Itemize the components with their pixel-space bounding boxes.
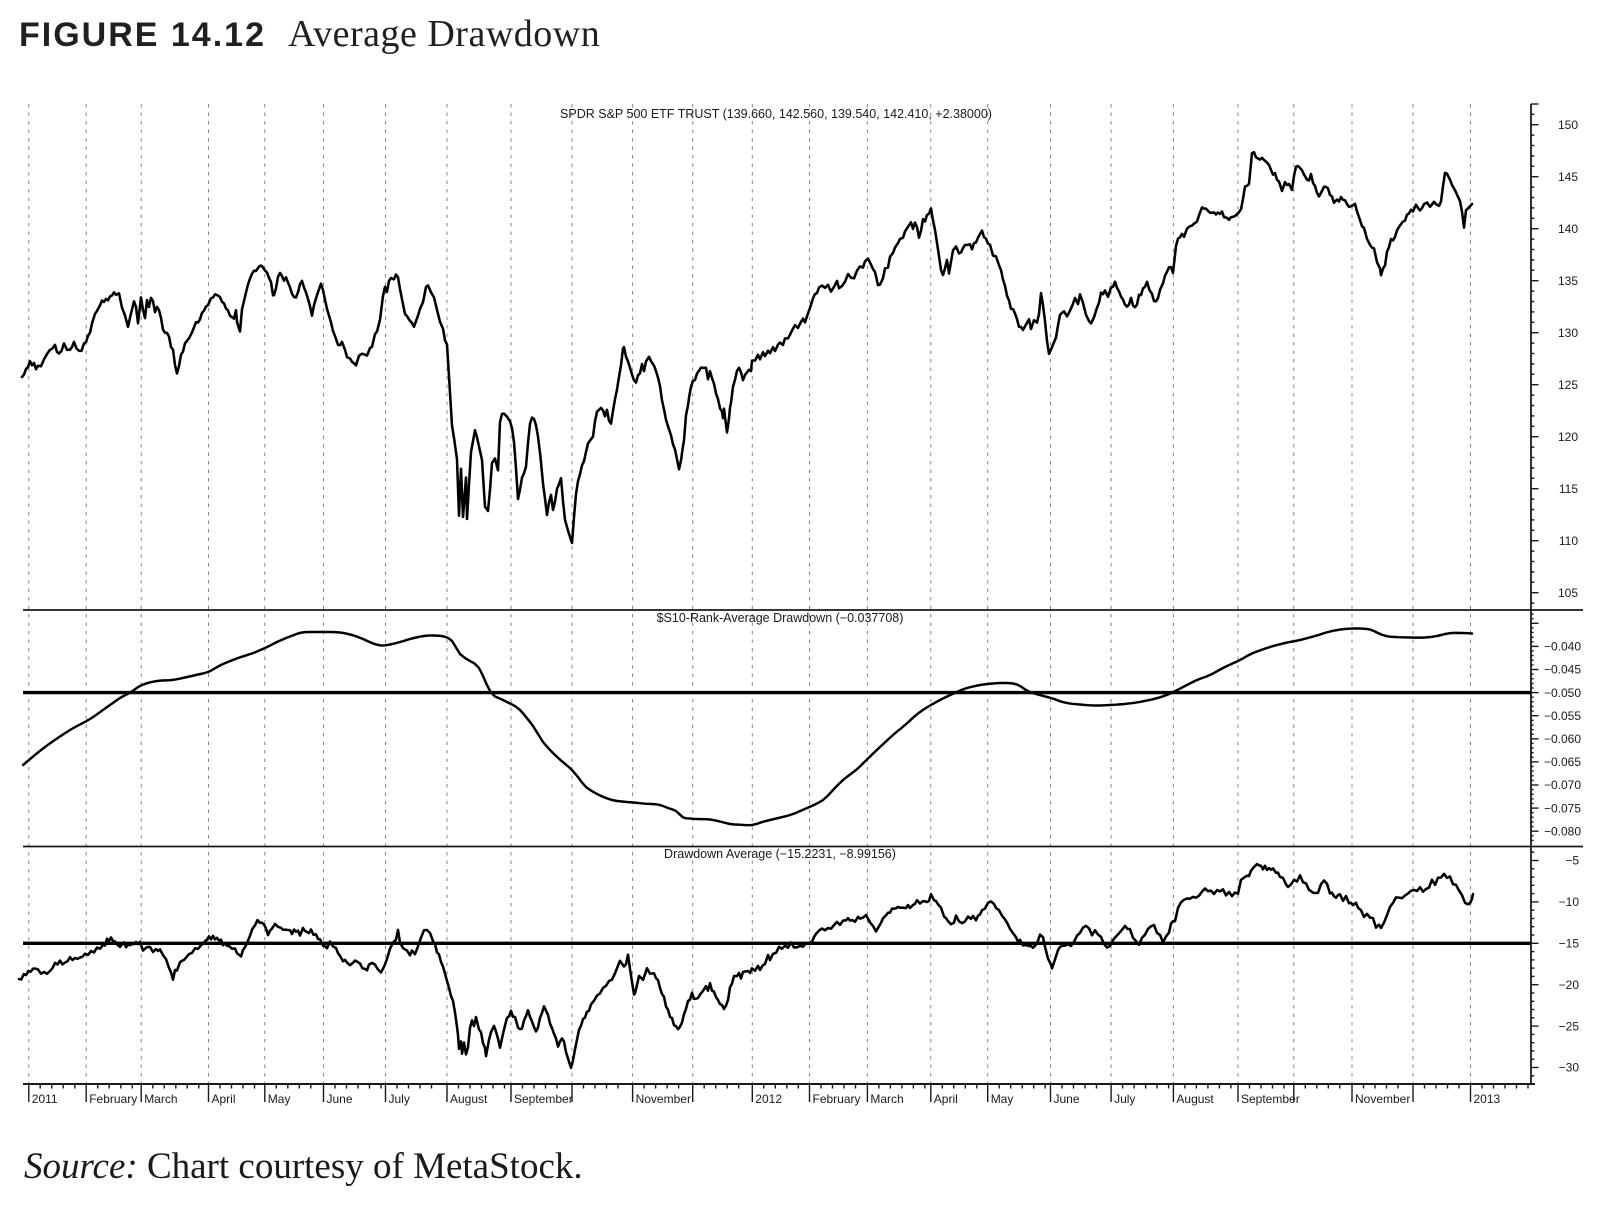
svg-text:2012: 2012 [755,1092,782,1106]
svg-text:−0.055: −0.055 [1544,709,1581,723]
svg-text:110: 110 [1559,534,1578,548]
svg-text:2011: 2011 [32,1092,58,1106]
svg-text:SPDR S&P 500 ETF TRUST (139.66: SPDR S&P 500 ETF TRUST (139.660, 142.560… [560,107,992,121]
svg-text:−0.040: −0.040 [1544,640,1581,654]
svg-text:140: 140 [1558,222,1578,236]
svg-text:November: November [1355,1092,1410,1106]
svg-text:130: 130 [1558,326,1578,340]
svg-text:May: May [268,1092,291,1106]
svg-text:−0.060: −0.060 [1544,732,1581,746]
svg-text:−0.050: −0.050 [1544,686,1581,700]
svg-text:−30: −30 [1559,1061,1580,1075]
svg-text:−0.045: −0.045 [1544,663,1581,677]
svg-text:−10: −10 [1559,895,1580,909]
svg-text:125: 125 [1558,378,1578,392]
svg-text:February: February [89,1092,137,1106]
svg-text:March: March [870,1092,903,1106]
svg-text:145: 145 [1558,170,1578,184]
svg-text:June: June [327,1092,353,1106]
svg-text:−25: −25 [1559,1019,1580,1033]
svg-text:120: 120 [1558,430,1578,444]
svg-text:June: June [1054,1092,1080,1106]
svg-text:September: September [514,1092,573,1106]
svg-text:150: 150 [1558,118,1578,132]
svg-text:April: April [934,1092,958,1106]
svg-text:−0.065: −0.065 [1544,755,1581,769]
svg-text:115: 115 [1559,482,1578,496]
svg-text:March: March [144,1092,177,1106]
svg-text:105: 105 [1558,586,1578,600]
svg-text:August: August [1176,1092,1214,1106]
svg-text:February: February [813,1092,861,1106]
svg-text:April: April [212,1092,236,1106]
svg-text:May: May [991,1092,1014,1106]
svg-text:July: July [389,1092,410,1106]
svg-text:2013: 2013 [1474,1092,1501,1106]
svg-text:−20: −20 [1559,978,1580,992]
svg-text:−15: −15 [1559,937,1580,951]
svg-text:July: July [1114,1092,1135,1106]
svg-text:$S10-Rank-Average Drawdown (−0: $S10-Rank-Average Drawdown (−0.037708) [657,611,904,625]
svg-text:−0.075: −0.075 [1544,801,1581,815]
svg-text:August: August [450,1092,488,1106]
svg-text:Drawdown Average (−15.2231, −8: Drawdown Average (−15.2231, −8.99156) [664,847,896,861]
svg-text:−5: −5 [1565,854,1579,868]
svg-text:September: September [1241,1092,1300,1106]
svg-text:November: November [636,1092,691,1106]
svg-text:135: 135 [1558,274,1578,288]
svg-text:−0.080: −0.080 [1544,824,1581,838]
svg-text:−0.070: −0.070 [1544,778,1581,792]
